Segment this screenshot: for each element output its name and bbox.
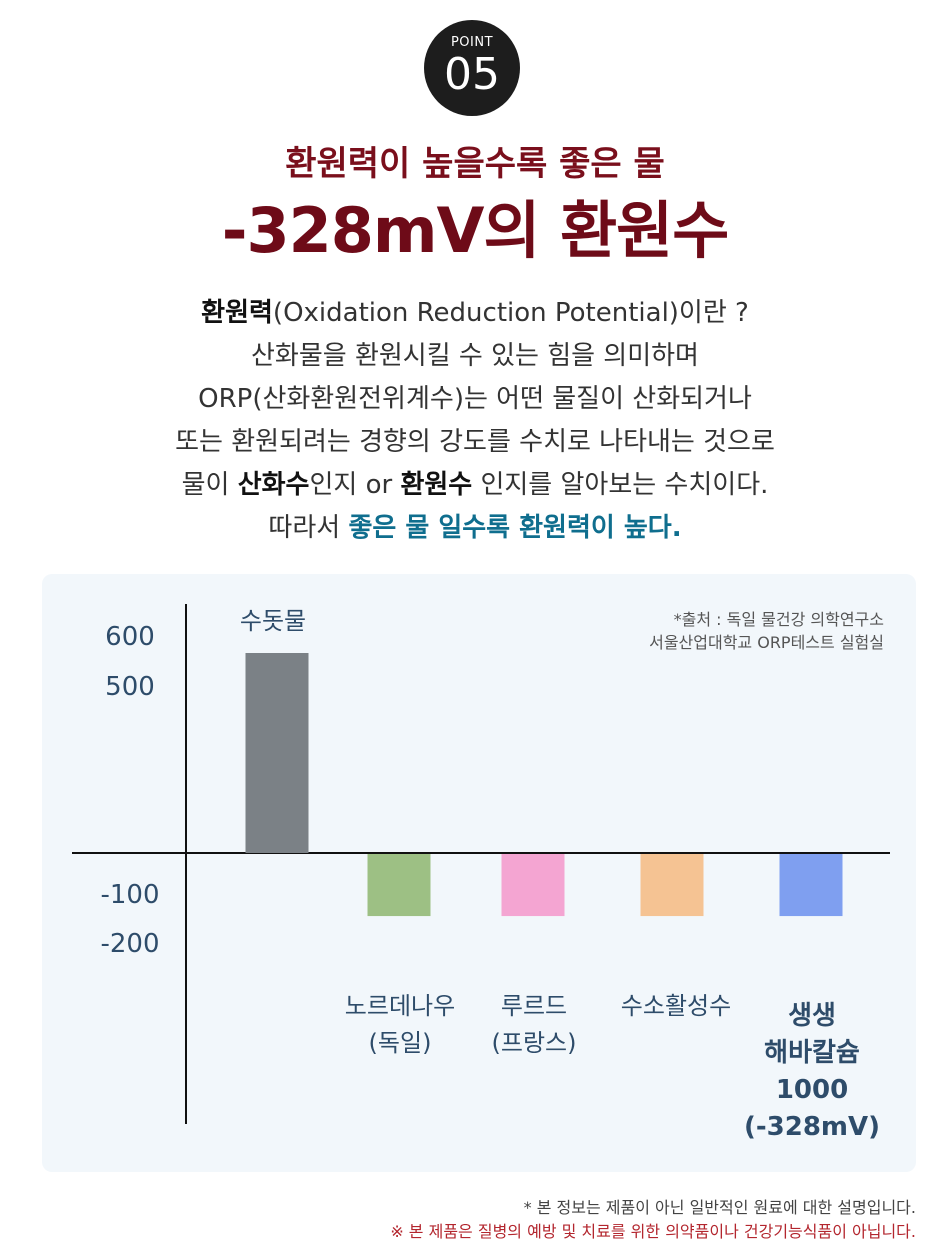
y-tick-label: 500: [105, 672, 155, 702]
desc-oxidized-water: 산화수: [237, 470, 310, 500]
desc-line-1: 환원력(Oxidation Reduction Potential)이란 ?: [0, 292, 950, 335]
category-label-line: 수돗물: [239, 607, 307, 635]
category-label-line: 해바칼슘: [764, 1038, 860, 1068]
category-label-line: (프랑스): [491, 1029, 577, 1057]
footer-notes: * 본 정보는 제품이 아닌 일반적인 원료에 대한 설명입니다. ※ 본 제품…: [390, 1196, 916, 1244]
heading-subtitle: 환원력이 높을수록 좋은 물: [285, 144, 665, 184]
description: 환원력(Oxidation Reduction Potential)이란 ? 산…: [0, 292, 950, 550]
category-label: 수소활성수: [596, 988, 756, 1025]
bar-2: [367, 854, 431, 917]
desc-line-3: ORP(산화환원전위계수)는 어떤 물질이 산화되거나: [198, 384, 752, 414]
y-tick-label: -100: [100, 880, 160, 910]
desc-line-5: 물이 산화수인지 or 환원수 인지를 알아보는 수치이다.: [0, 464, 950, 507]
desc-line-5-a: 물이: [181, 470, 238, 500]
desc-highlight: 좋은 물 일수록 환원력이 높다.: [348, 513, 682, 543]
bar-4: [640, 854, 704, 917]
chart-source: *출처 : 독일 물건강 의학연구소 서울산업대학교 ORP테스트 실험실: [649, 608, 884, 654]
desc-term-definition: (Oxidation Reduction Potential)이란 ?: [272, 298, 749, 328]
category-label: 루르드 (프랑스): [454, 988, 614, 1062]
source-line-1: *출처 : 독일 물건강 의학연구소: [673, 610, 884, 629]
heading-title: -328mV의 환원수: [221, 194, 729, 267]
source-line-2: 서울산업대학교 ORP테스트 실험실: [649, 633, 884, 652]
desc-line-5-e: 인지를 알아보는 수치이다.: [472, 470, 769, 500]
badge-number: 05: [444, 49, 500, 100]
category-label-line: 생생: [788, 1001, 836, 1031]
chart-panel: [42, 574, 916, 1172]
category-label-line: 노르데나우: [344, 992, 456, 1020]
desc-line-2: 산화물을 환원시킬 수 있는 힘을 의미하며: [251, 341, 699, 371]
category-label: 수돗물: [193, 603, 353, 640]
desc-line-4: 또는 환원되려는 경향의 강도를 수치로 나타내는 것으로: [175, 427, 775, 457]
bar-3: [501, 854, 565, 917]
bar-1: [245, 653, 309, 853]
y-tick-label: -200: [100, 929, 160, 959]
category-label-line: (독일): [368, 1029, 432, 1057]
desc-reduced-water: 환원수: [400, 470, 473, 500]
category-label-line: 1000: [775, 1075, 849, 1105]
category-label-line: (-328mV): [743, 1112, 881, 1142]
desc-line-6-a: 따라서: [268, 513, 349, 543]
desc-line-6: 따라서 좋은 물 일수록 환원력이 높다.: [0, 507, 950, 550]
badge-small-label: POINT: [450, 35, 494, 50]
category-label: 노르데나우 (독일): [320, 988, 480, 1062]
footer-note-2: ※ 본 제품은 질병의 예방 및 치료를 위한 의약품이나 건강기능식품이 아닙…: [390, 1222, 916, 1241]
desc-line-5-c: 인지 or: [309, 470, 401, 500]
bar-5: [779, 854, 843, 917]
point-badge: POINT 05: [424, 20, 520, 116]
category-label: 생생 해바칼슘 1000 (-328mV): [732, 998, 892, 1146]
desc-term: 환원력: [201, 298, 273, 328]
category-label-line: 루르드: [500, 992, 568, 1020]
y-tick-label: 600: [105, 622, 155, 652]
category-label-line: 수소활성수: [620, 992, 732, 1020]
footer-note-1: * 본 정보는 제품이 아닌 일반적인 원료에 대한 설명입니다.: [523, 1198, 916, 1217]
